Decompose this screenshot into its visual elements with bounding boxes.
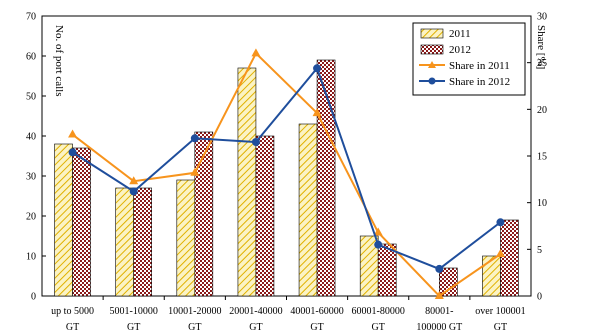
marker-share-in-2012 xyxy=(313,64,322,73)
line-share-in-2011 xyxy=(71,51,502,298)
bar-2012 xyxy=(439,267,458,297)
y2-tick-label: 25 xyxy=(537,58,547,69)
bar-2011 xyxy=(54,143,73,297)
legend-label-2011: 2011 xyxy=(449,28,471,40)
marker-share-in-2011 xyxy=(190,167,200,176)
y2-tick-label: 5 xyxy=(537,245,542,256)
y-tick-label: 10 xyxy=(26,252,36,263)
x-tick-label: 80001-100000 GT xyxy=(416,306,462,333)
bar-2011 xyxy=(237,67,257,297)
marker-share-in-2012 xyxy=(496,218,505,227)
y-tick-label: 30 xyxy=(26,172,36,183)
y-tick-label: 20 xyxy=(26,212,36,223)
marker-share-in-2011 xyxy=(312,108,322,117)
bar-2012 xyxy=(316,59,336,297)
bar-2011 xyxy=(115,187,134,297)
y-tick-label: 50 xyxy=(26,92,36,103)
y2-tick-label: 30 xyxy=(537,12,547,23)
legend: 2011 2012 Share in 2011 Share in 2012 xyxy=(412,22,526,96)
x-tick-label: up to 5000 GT xyxy=(51,306,94,333)
marker-share-in-2011 xyxy=(495,249,505,257)
legend-swatch-2011 xyxy=(420,28,444,39)
x-tick-label: over 100001 GT xyxy=(475,306,525,333)
marker-share-in-2012 xyxy=(190,134,199,143)
bar-2012 xyxy=(255,135,275,297)
marker-share-in-2011 xyxy=(251,48,261,57)
marker-share-in-2012 xyxy=(435,264,444,273)
y-tick-label: 60 xyxy=(26,52,36,63)
y-tick-label: 40 xyxy=(26,132,36,143)
y-axis-title: No. of port calls xyxy=(53,25,65,96)
line-share-in-2012 xyxy=(72,66,502,271)
x-tick-label: 40001-60000 GT xyxy=(290,306,343,333)
bar-2012 xyxy=(500,219,519,297)
bar-2012 xyxy=(194,131,214,297)
bar-2011 xyxy=(298,123,318,297)
marker-share-in-2012 xyxy=(68,148,77,157)
marker-share-in-2011 xyxy=(373,227,383,236)
legend-label-2012: 2012 xyxy=(449,44,471,56)
bar-2012 xyxy=(133,187,152,297)
legend-label-share-2011: Share in 2011 xyxy=(449,60,510,72)
bar-2012 xyxy=(377,243,397,297)
y2-tick-label: 20 xyxy=(537,105,547,116)
legend-marker-share-2011 xyxy=(428,61,436,68)
legend-swatch-2012 xyxy=(420,44,444,55)
marker-share-in-2011 xyxy=(68,129,78,138)
y-tick-label: 70 xyxy=(26,12,36,23)
x-tick-label: 10001-20000 GT xyxy=(168,306,221,333)
y2-axis-title: Share [%] xyxy=(535,25,547,69)
x-tick-label: 60001-80000 GT xyxy=(352,306,405,333)
bar-2012 xyxy=(72,147,91,297)
y2-tick-label: 15 xyxy=(537,152,547,163)
bar-2011 xyxy=(482,255,501,297)
marker-share-in-2012 xyxy=(374,240,383,249)
bar-2011 xyxy=(176,179,196,297)
y2-tick-label: 10 xyxy=(537,198,547,209)
x-tick-label: 20001-40000 GT xyxy=(229,306,282,333)
marker-share-in-2011 xyxy=(129,176,139,185)
y-tick-label: 0 xyxy=(31,292,36,303)
marker-share-in-2012 xyxy=(251,138,260,146)
y2-tick-label: 0 xyxy=(537,292,542,303)
marker-share-in-2011 xyxy=(434,291,444,299)
marker-share-in-2012 xyxy=(129,187,138,196)
legend-label-share-2012: Share in 2012 xyxy=(449,76,510,88)
legend-marker-share-2012 xyxy=(428,77,436,85)
x-tick-label: 5001-10000 GT xyxy=(110,306,158,333)
